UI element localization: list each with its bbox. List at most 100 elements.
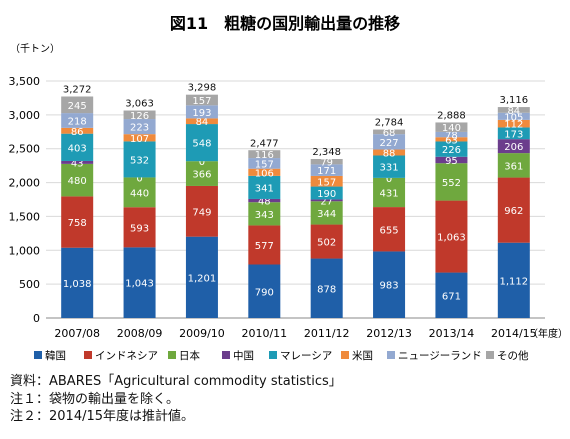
bar-segment <box>61 96 94 114</box>
data-label: 403 <box>68 143 87 154</box>
note-2: 注２：2014/15年度は推計値。 <box>10 409 195 424</box>
notes: 資料：ABARES「Agricultural commodity statist… <box>10 373 342 426</box>
bar-segment <box>123 119 156 135</box>
data-label: 671 <box>442 291 461 302</box>
data-label: 218 <box>68 116 87 127</box>
chart-title: 図11 粗糖の国別輸出量の推移 <box>170 14 400 33</box>
legend-label: 日本 <box>179 349 200 362</box>
total-label: 3,272 <box>63 84 92 95</box>
bar-segment <box>373 149 406 156</box>
data-label: 502 <box>317 238 336 249</box>
legend-swatch <box>222 351 230 359</box>
data-label: 105 <box>504 112 523 123</box>
total-label: 2,348 <box>312 147 341 158</box>
x-tick-label: 2009/10 <box>179 327 225 340</box>
data-label: 171 <box>317 166 336 177</box>
data-label: 331 <box>380 163 399 174</box>
bar-segment <box>185 185 218 237</box>
bar-segment <box>61 113 94 128</box>
data-label: 341 <box>255 183 274 194</box>
bar-segment <box>497 127 530 140</box>
data-label: 116 <box>255 150 274 161</box>
bar-segment <box>185 118 218 125</box>
data-label: 1,043 <box>125 279 154 290</box>
data-label: 532 <box>130 155 149 166</box>
x-tick-label: 2011/12 <box>304 327 350 340</box>
data-label: 63 <box>445 135 458 146</box>
data-label: 431 <box>380 188 399 199</box>
bar-segment <box>435 131 468 138</box>
bar-segment <box>373 155 406 178</box>
x-tick-label: 2013/14 <box>429 327 475 340</box>
y-tick-label: 500 <box>19 278 40 291</box>
data-label: 366 <box>192 170 211 181</box>
legend-swatch <box>269 351 277 359</box>
x-axis-ticks: 2007/08 2008/09 2009/10 2010/11 2011/12 2012/… <box>54 327 536 340</box>
bar-segment <box>61 247 94 318</box>
total-label: 3,063 <box>125 99 154 110</box>
y-tick-label: 2,500 <box>9 143 41 156</box>
bar-segment <box>310 159 343 165</box>
data-label: 106 <box>255 168 274 179</box>
bar-segment <box>435 272 468 318</box>
legend-swatch <box>486 351 494 359</box>
data-label: 78 <box>445 131 458 142</box>
data-label: 1,063 <box>437 233 466 244</box>
bar-segment <box>185 161 218 186</box>
bar-segment <box>373 251 406 318</box>
bar-segment <box>61 160 94 164</box>
bar-segment <box>123 141 156 178</box>
data-label: 86 <box>71 127 84 138</box>
bar-segment <box>248 168 281 176</box>
total-labels: 3,272 3,063 3,298 2,477 2,348 2,784 2,888 3,116 <box>63 83 528 158</box>
note-1: 注１：袋物の輸出量を除く。 <box>10 391 180 407</box>
legend-swatch <box>34 351 42 359</box>
bar-segment <box>497 242 530 318</box>
legend-label: その他 <box>497 349 529 362</box>
legend-swatch <box>168 351 176 359</box>
data-label: 112 <box>504 120 523 131</box>
data-label: 480 <box>68 176 87 187</box>
y-tick-label: 0 <box>33 312 40 325</box>
bar-segment <box>373 207 406 252</box>
bar-segment <box>61 196 94 248</box>
data-label: 157 <box>192 96 211 107</box>
bar-segment <box>123 247 156 318</box>
data-label: 193 <box>192 108 211 119</box>
bar-segment <box>248 264 281 318</box>
x-tick-label: 2008/09 <box>117 327 163 340</box>
data-label: 593 <box>130 223 149 234</box>
bar-segment <box>435 122 468 132</box>
data-label: 577 <box>255 241 274 252</box>
data-label: 88 <box>383 149 396 160</box>
total-label: 3,298 <box>188 83 217 94</box>
data-label: 0 <box>386 174 392 185</box>
data-label: 84 <box>196 117 209 128</box>
bar-segment <box>61 133 94 161</box>
data-label: 107 <box>130 134 149 145</box>
y-axis-ticks: 0 500 1,000 1,500 2,000 2,500 3,000 3,500 <box>9 75 41 325</box>
y-tick-label: 3,000 <box>9 109 41 122</box>
data-label: 43 <box>71 158 84 169</box>
bar-segment <box>185 236 218 318</box>
data-label: 1,038 <box>63 279 92 290</box>
bar-segment <box>185 105 218 119</box>
data-label: 790 <box>255 287 274 298</box>
legend-swatch <box>341 351 349 359</box>
data-label: 140 <box>442 123 461 134</box>
bar-segment <box>435 141 468 157</box>
legend-swatch <box>387 351 395 359</box>
bar-segment <box>310 258 343 318</box>
data-label: 1,201 <box>188 273 217 284</box>
data-label: 1,112 <box>499 276 528 287</box>
data-label: 190 <box>317 189 336 200</box>
bar-segment <box>185 94 218 106</box>
bar-segment <box>435 156 468 164</box>
data-label: 226 <box>442 145 461 156</box>
bar-segment <box>123 110 156 120</box>
grid-lines <box>46 80 545 319</box>
x-axis-unit-label: （年度） <box>528 327 568 340</box>
data-label: 206 <box>504 142 523 153</box>
bar-segment <box>373 177 406 208</box>
data-label: 361 <box>504 161 523 172</box>
